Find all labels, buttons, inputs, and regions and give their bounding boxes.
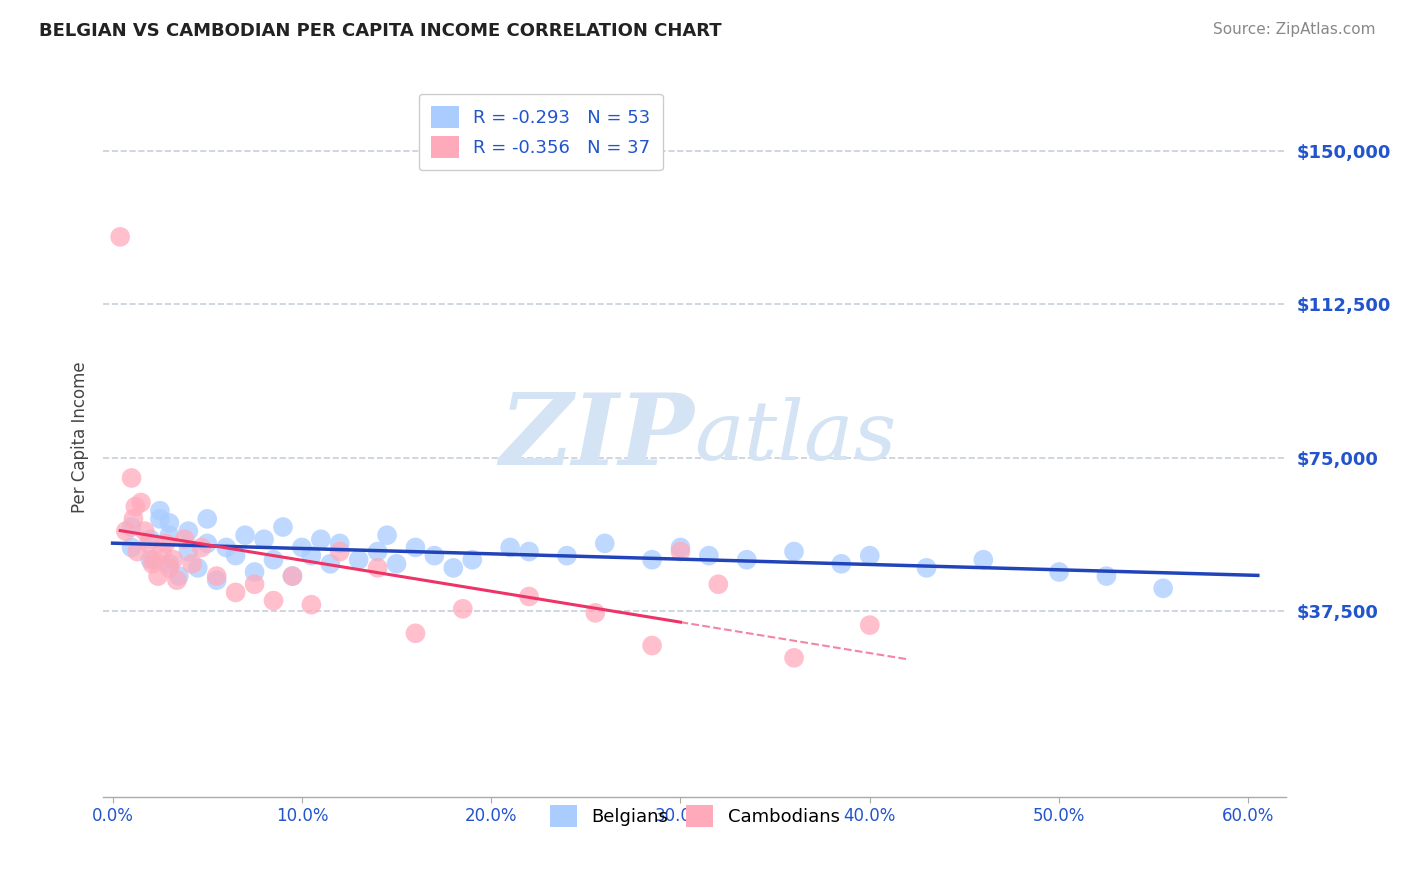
Point — [281, 569, 304, 583]
Point — [517, 590, 540, 604]
Point — [783, 650, 806, 665]
Point — [385, 557, 408, 571]
Point — [593, 536, 616, 550]
Point — [157, 557, 180, 571]
Point — [641, 552, 664, 566]
Point — [347, 552, 370, 566]
Point — [146, 569, 169, 583]
Point — [830, 557, 852, 571]
Point — [783, 544, 806, 558]
Point — [190, 541, 212, 555]
Point — [309, 533, 332, 547]
Point — [181, 557, 204, 571]
Point — [319, 557, 342, 571]
Point — [499, 541, 522, 555]
Text: BELGIAN VS CAMBODIAN PER CAPITA INCOME CORRELATION CHART: BELGIAN VS CAMBODIAN PER CAPITA INCOME C… — [39, 22, 723, 40]
Point — [149, 512, 172, 526]
Point — [583, 606, 606, 620]
Point — [329, 536, 352, 550]
Point — [859, 618, 882, 632]
Point — [127, 544, 149, 558]
Point — [134, 524, 156, 538]
Point — [225, 549, 247, 563]
Point — [122, 512, 145, 526]
Point — [915, 561, 938, 575]
Point — [555, 549, 578, 563]
Point — [205, 569, 228, 583]
Point — [225, 585, 247, 599]
Point — [291, 541, 314, 555]
Point — [187, 561, 209, 575]
Point — [517, 544, 540, 558]
Text: ZIP: ZIP — [499, 389, 695, 485]
Point — [263, 593, 285, 607]
Point — [177, 544, 200, 558]
Point — [271, 520, 294, 534]
Point — [329, 544, 352, 558]
Point — [139, 552, 162, 566]
Text: atlas: atlas — [695, 397, 897, 477]
Point — [138, 536, 160, 550]
Point — [669, 544, 692, 558]
Point — [697, 549, 720, 563]
Point — [233, 528, 256, 542]
Point — [243, 565, 266, 579]
Point — [121, 541, 143, 555]
Point — [367, 561, 389, 575]
Point — [139, 533, 162, 547]
Point — [195, 512, 218, 526]
Point — [177, 524, 200, 538]
Point — [1095, 569, 1118, 583]
Point — [972, 552, 994, 566]
Point — [149, 504, 172, 518]
Point — [162, 552, 184, 566]
Point — [115, 524, 138, 538]
Point — [215, 541, 238, 555]
Point — [299, 549, 322, 563]
Point — [121, 471, 143, 485]
Point — [166, 573, 188, 587]
Text: Source: ZipAtlas.com: Source: ZipAtlas.com — [1212, 22, 1375, 37]
Point — [441, 561, 464, 575]
Point — [108, 230, 131, 244]
Point — [121, 520, 143, 534]
Point — [141, 557, 163, 571]
Point — [124, 500, 146, 514]
Point — [143, 552, 166, 566]
Point — [404, 626, 426, 640]
Point — [735, 552, 758, 566]
Point — [859, 549, 882, 563]
Legend: Belgians, Cambodians: Belgians, Cambodians — [543, 798, 846, 835]
Point — [375, 528, 398, 542]
Point — [404, 541, 426, 555]
Point — [367, 544, 389, 558]
Point — [1152, 582, 1174, 596]
Y-axis label: Per Capita Income: Per Capita Income — [72, 361, 89, 513]
Point — [1047, 565, 1070, 579]
Point — [281, 569, 304, 583]
Point — [157, 528, 180, 542]
Point — [129, 495, 152, 509]
Point — [451, 601, 474, 615]
Point — [253, 533, 276, 547]
Point — [155, 536, 177, 550]
Point — [167, 569, 190, 583]
Point — [669, 541, 692, 555]
Point — [195, 536, 218, 550]
Point — [641, 639, 664, 653]
Point — [157, 516, 180, 530]
Point — [205, 573, 228, 587]
Point — [157, 561, 180, 575]
Point — [173, 533, 195, 547]
Point — [299, 598, 322, 612]
Point — [707, 577, 730, 591]
Point — [461, 552, 484, 566]
Point — [243, 577, 266, 591]
Point — [423, 549, 446, 563]
Point — [263, 552, 285, 566]
Point — [150, 544, 173, 558]
